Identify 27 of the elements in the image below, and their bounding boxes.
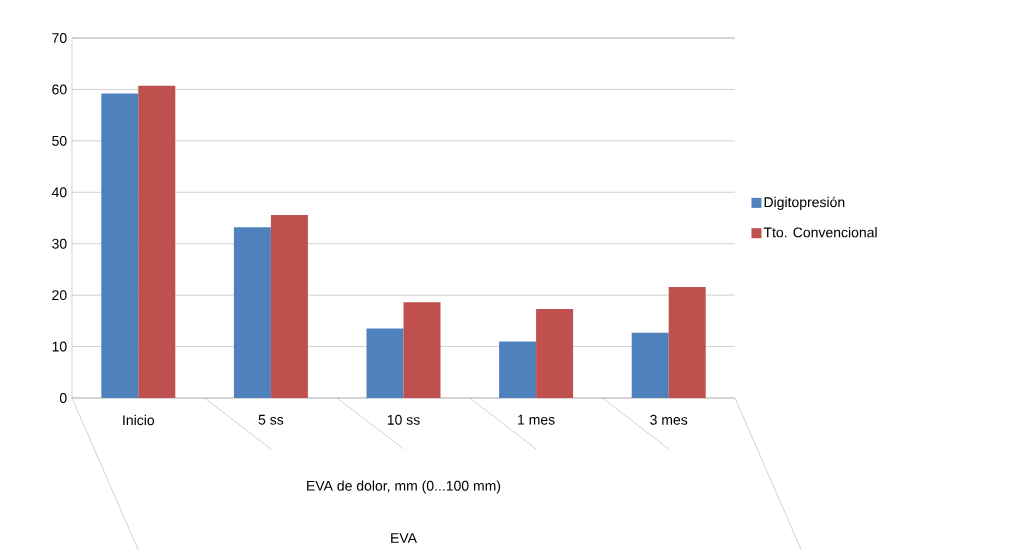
y-tick-label: 40 — [51, 187, 67, 198]
y-tick-label: 10 — [52, 341, 67, 352]
bar — [403, 302, 441, 398]
y-tick-label: 60 — [52, 84, 67, 95]
bar — [668, 286, 706, 398]
bar — [499, 341, 537, 398]
bar — [631, 332, 669, 398]
bar — [366, 328, 404, 398]
x-tick-label: 5 ss — [258, 414, 284, 425]
legend-label: Tto. Convencional — [763, 227, 877, 238]
bar — [101, 93, 139, 398]
y-tick-label: 70 — [52, 33, 67, 43]
y-tick-label: 50 — [52, 135, 67, 146]
x-tick-label: Inicio — [123, 414, 155, 426]
y-tick-label: 30 — [52, 238, 67, 249]
bar — [536, 309, 574, 398]
y-tick-label: 0 — [59, 393, 67, 403]
y-tick-label: 20 — [52, 290, 67, 301]
bar — [233, 227, 271, 398]
bar — [138, 85, 176, 398]
text: EVA — [391, 533, 417, 543]
x-axis-title: EVA de dolor, mm (0...100 mm) — [307, 480, 501, 494]
x-tick-label: 3 mes — [650, 414, 688, 425]
legend-label: Digitopresión — [764, 196, 845, 210]
x-tick-label: 10 ss — [387, 414, 420, 425]
bar — [270, 214, 308, 398]
x-tick-label: 1 mes — [518, 414, 555, 425]
